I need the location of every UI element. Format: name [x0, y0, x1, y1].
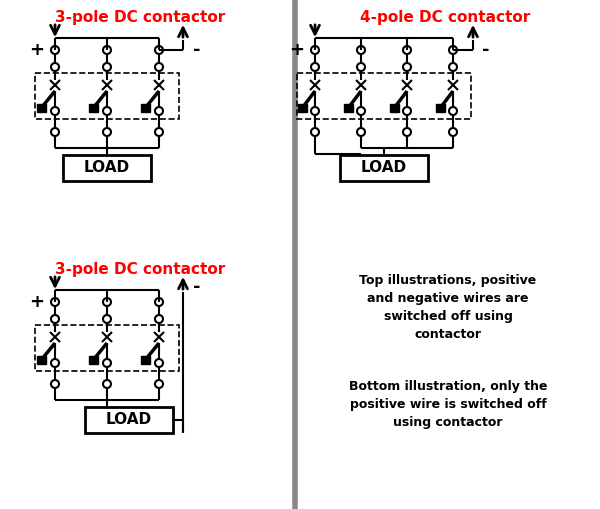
Text: LOAD: LOAD	[361, 160, 407, 176]
Text: Bottom illustration, only the: Bottom illustration, only the	[349, 380, 547, 393]
Text: +: +	[29, 293, 44, 311]
Text: LOAD: LOAD	[84, 160, 130, 176]
Text: using contactor: using contactor	[393, 416, 503, 429]
Text: Top illustrations, positive: Top illustrations, positive	[359, 274, 536, 287]
Bar	[344, 104, 353, 112]
Text: -: -	[193, 41, 201, 59]
Text: -: -	[193, 278, 201, 296]
Bar	[340, 155, 428, 181]
Bar	[35, 73, 179, 119]
Bar	[63, 155, 151, 181]
Bar	[298, 104, 307, 112]
Bar	[89, 104, 98, 112]
Text: switched off using: switched off using	[383, 310, 512, 323]
Bar	[37, 356, 46, 364]
Bar	[85, 407, 173, 433]
Text: 4-pole DC contactor: 4-pole DC contactor	[360, 10, 530, 25]
Bar	[37, 104, 46, 112]
Text: and negative wires are: and negative wires are	[367, 292, 529, 305]
Text: LOAD: LOAD	[106, 412, 152, 428]
Text: 3-pole DC contactor: 3-pole DC contactor	[55, 262, 225, 277]
Text: contactor: contactor	[415, 328, 482, 341]
Bar	[390, 104, 399, 112]
Text: 3-pole DC contactor: 3-pole DC contactor	[55, 10, 225, 25]
Text: positive wire is switched off: positive wire is switched off	[350, 398, 547, 411]
Bar	[141, 356, 150, 364]
Bar	[297, 73, 471, 119]
Bar	[35, 325, 179, 371]
Text: -: -	[482, 41, 490, 59]
Text: +: +	[29, 41, 44, 59]
Text: +: +	[290, 41, 305, 59]
Bar	[89, 356, 98, 364]
Bar	[436, 104, 445, 112]
Bar	[141, 104, 150, 112]
